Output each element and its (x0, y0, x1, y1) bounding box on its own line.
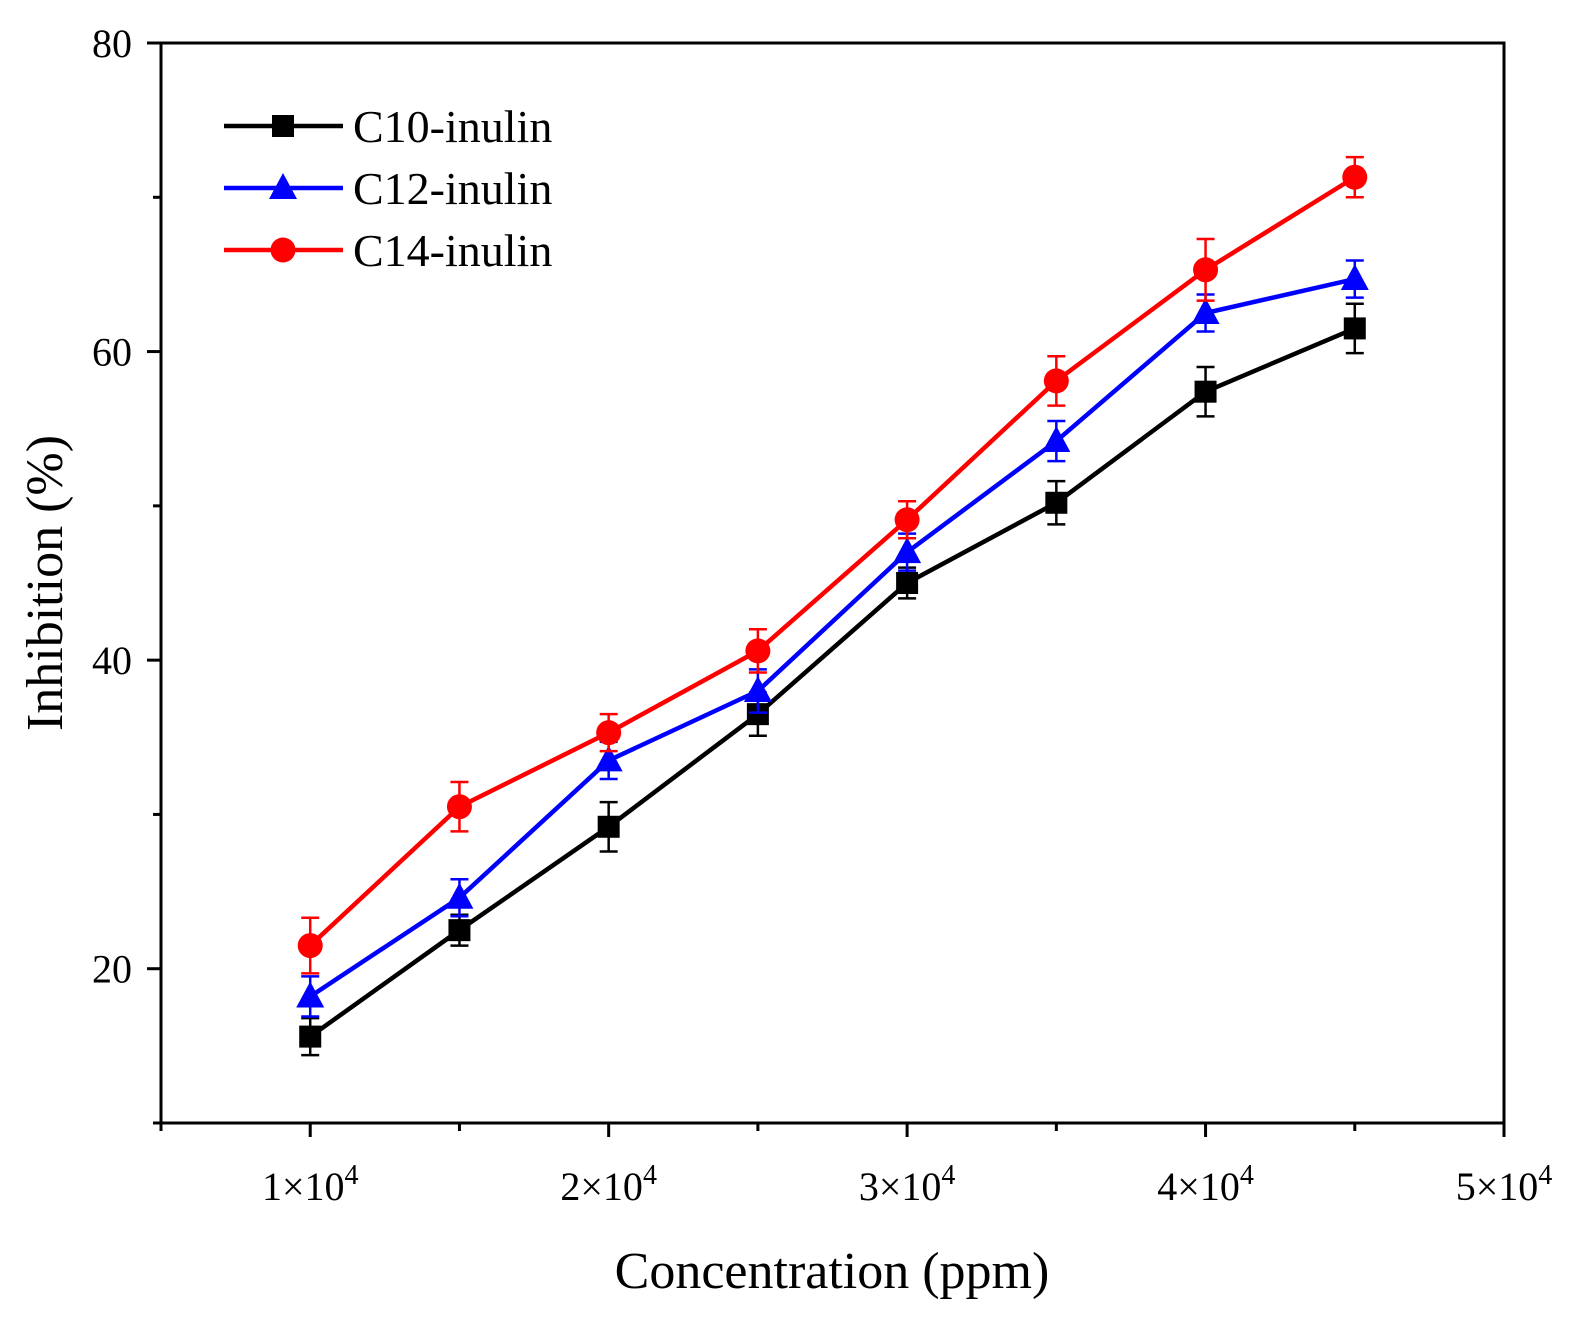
x-tick-mantissa: 3 (859, 1164, 879, 1209)
x-tick-exponent: 4 (643, 1160, 657, 1191)
y-axis-title: Inhibition (%) (17, 435, 74, 731)
legend-label: C12-inulin (353, 163, 552, 214)
x-tick-mantissa: 5 (1456, 1164, 1476, 1209)
data-point (1043, 368, 1069, 394)
x-tick-label: 4×104 (1157, 1160, 1254, 1209)
data-point (1343, 317, 1366, 340)
y-tick-label: 60 (92, 330, 132, 375)
x-tick-exponent: 4 (1538, 1160, 1552, 1191)
plot-frame (159, 41, 1506, 1125)
data-point (597, 815, 620, 838)
x-tick-exponent: 4 (1240, 1160, 1254, 1191)
x-tick-label: 1×104 (262, 1160, 359, 1209)
y-tick-label: 40 (92, 638, 132, 683)
series-layer (296, 155, 1369, 1057)
x-tick-mantissa: 1 (262, 1164, 282, 1209)
data-point (745, 638, 771, 664)
data-point (894, 507, 920, 533)
y-tick-label: 80 (92, 21, 132, 66)
data-point (896, 572, 919, 594)
data-point (1045, 491, 1068, 514)
legend-label: C14-inulin (353, 225, 552, 276)
x-tick-label: 2×104 (560, 1160, 657, 1209)
legend-marker (272, 115, 294, 137)
data-point (596, 720, 622, 746)
series-line (308, 326, 1356, 1039)
legend: C10-inulin C12-inulin C14-inulin (224, 101, 552, 276)
x-tick-label: 5×104 (1456, 1160, 1553, 1209)
data-point (1194, 380, 1217, 403)
x-tick-times-ten: ×10 (1177, 1164, 1240, 1209)
data-point (1191, 298, 1220, 324)
x-tick-mantissa: 2 (560, 1164, 580, 1209)
legend-label: C10-inulin (353, 101, 552, 152)
y-axis: 20 40 60 80 (92, 21, 161, 1125)
data-point (743, 676, 772, 702)
series-C14-inulin (297, 155, 1368, 975)
x-tick-exponent: 4 (345, 1160, 359, 1191)
data-point (1042, 426, 1071, 453)
x-tick-times-ten: ×10 (879, 1164, 942, 1209)
x-tick-label: 3×104 (859, 1160, 956, 1209)
series-C10-inulin (299, 302, 1366, 1057)
x-tick-mantissa: 4 (1157, 1164, 1177, 1209)
data-point (594, 745, 623, 772)
x-tick-times-ten: ×10 (282, 1164, 345, 1209)
series-C12-inulin (296, 259, 1369, 1018)
data-point (445, 882, 474, 909)
data-point (299, 1025, 322, 1048)
data-point (1342, 164, 1368, 190)
x-axis-title: Concentration (ppm) (615, 1243, 1050, 1300)
data-point (446, 794, 472, 820)
series-line (308, 276, 1356, 999)
data-point (746, 703, 769, 726)
legend-marker (270, 237, 296, 263)
data-point (893, 537, 922, 564)
data-point (1340, 264, 1369, 291)
x-axis: 1×104 2×104 3×104 4×104 5×104 (159, 1123, 1553, 1209)
x-tick-times-ten: ×10 (580, 1164, 643, 1209)
data-point (296, 981, 325, 1008)
y-tick-label: 20 (92, 947, 132, 992)
x-tick-exponent: 4 (941, 1160, 955, 1191)
legend-marker (269, 173, 297, 199)
x-tick-times-ten: ×10 (1476, 1164, 1539, 1209)
series-line (308, 175, 1356, 948)
data-point (1193, 257, 1219, 283)
data-point (448, 919, 471, 942)
data-point (297, 933, 323, 959)
